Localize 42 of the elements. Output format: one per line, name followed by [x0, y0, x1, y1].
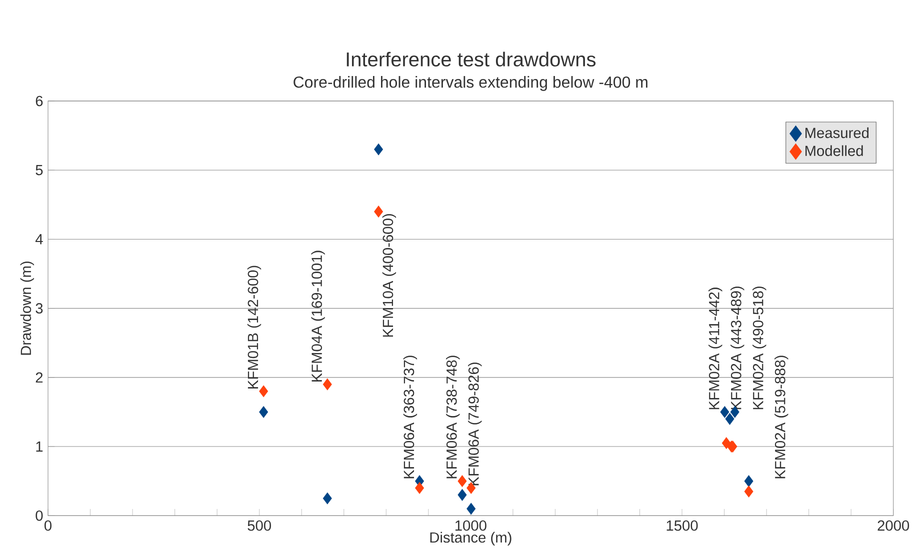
- point: [744, 486, 754, 498]
- point: [374, 206, 384, 218]
- annotation: KFM04A (169-1001): [311, 250, 325, 382]
- x-axis-title: Distance (m): [430, 532, 512, 546]
- annotation: KFM02A (519-888): [774, 356, 788, 478]
- x-tick-label: 1500: [666, 520, 698, 531]
- annotation: KFM02A (443-489): [730, 286, 744, 410]
- annotation: KFM02A (490-518): [752, 286, 766, 410]
- x-tick-label: 0: [44, 520, 52, 531]
- annotation: KFM01B (142-600): [247, 266, 262, 388]
- point: [458, 475, 467, 487]
- point: [259, 385, 268, 398]
- point: [744, 475, 754, 487]
- point: [259, 406, 268, 418]
- annotation: KFM10A (400-600): [382, 214, 396, 337]
- y-tick-label: 1: [36, 442, 43, 452]
- y-axis-title: Drawdown (m): [20, 262, 34, 355]
- chart-subtitle: Core-drilled hole intervals extending below -400 m: [294, 76, 648, 91]
- chart-title: Interference test drawdowns: [346, 52, 596, 66]
- y-tick-label: 6: [36, 96, 43, 106]
- annotation: KFM06A (738-748): [446, 356, 460, 478]
- point: [415, 482, 424, 494]
- legend-label: Measured: [805, 127, 869, 138]
- y-tick-label: 3: [36, 303, 43, 314]
- annotation: KFM06A (749-826): [468, 362, 482, 486]
- point: [322, 492, 332, 504]
- point: [374, 144, 384, 156]
- annotation: KFM06A (363-737): [403, 356, 418, 478]
- x-tick-label: 500: [248, 520, 271, 531]
- x-tick-label: 1000: [455, 520, 486, 531]
- annotation: KFM02A (411-442): [708, 288, 722, 410]
- point: [466, 502, 476, 515]
- x-tick-label: 2000: [878, 520, 910, 531]
- point: [725, 413, 734, 425]
- y-tick-label: 5: [36, 165, 43, 176]
- y-tick-label: 4: [35, 234, 43, 244]
- point: [458, 489, 467, 501]
- point: [322, 378, 332, 390]
- y-tick-label: 0: [36, 510, 43, 521]
- y-tick-label: 2: [36, 372, 43, 383]
- legend-label: Modelled: [805, 145, 863, 156]
- point: [720, 406, 730, 418]
